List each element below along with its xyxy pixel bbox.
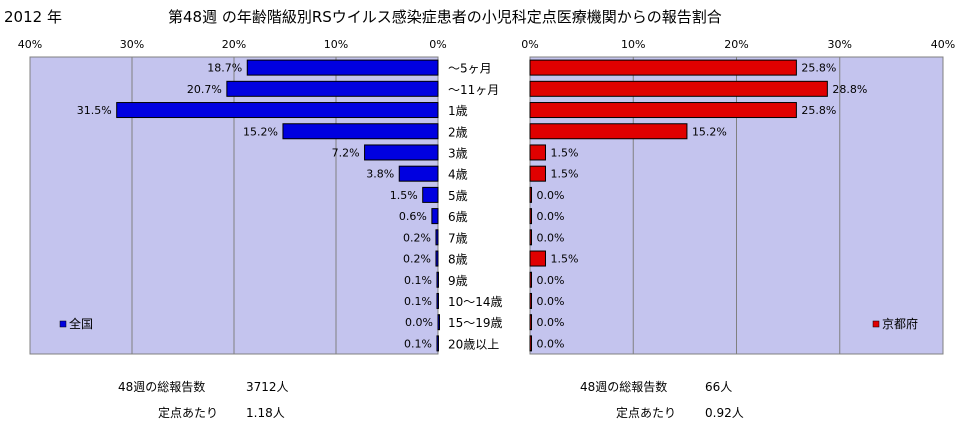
right-bar	[529, 186, 532, 203]
year-label: 2012 年	[4, 8, 62, 26]
left-bar-value-label: 0.1%	[404, 295, 432, 308]
right-bar-value-label: 0.0%	[537, 210, 565, 223]
left-bar	[436, 335, 439, 352]
right-legend-swatch	[872, 320, 880, 328]
left-bar	[364, 144, 439, 161]
category-label: 10～14歳	[448, 295, 503, 309]
right-bar	[529, 250, 546, 267]
left-bar	[436, 292, 439, 309]
right-bar	[529, 102, 797, 119]
left-bar	[282, 123, 439, 140]
right-bar-value-label: 0.0%	[537, 295, 565, 308]
category-label: 9歳	[448, 274, 468, 288]
left-bar-value-label: 0.1%	[404, 337, 432, 350]
right-bar-value-label: 0.0%	[537, 189, 565, 202]
right-bar	[529, 59, 797, 76]
kyoto-per-value: 0.92人	[705, 406, 744, 420]
left-bar	[116, 102, 439, 119]
category-label: 7歳	[448, 231, 468, 245]
left-bar	[226, 80, 439, 97]
left-bar-value-label: 0.6%	[399, 210, 427, 223]
right-tick-label: 30%	[828, 38, 852, 51]
left-bar-value-label: 31.5%	[77, 104, 112, 117]
right-bar-value-label: 1.5%	[550, 168, 578, 181]
right-tick-label: 10%	[621, 38, 645, 51]
right-bar-value-label: 0.0%	[537, 337, 565, 350]
right-tick-label: 40%	[931, 38, 955, 51]
right-bar-value-label: 25.8%	[801, 62, 836, 75]
left-bar	[431, 208, 439, 225]
right-bar	[529, 144, 546, 161]
category-label: 3歳	[448, 146, 468, 160]
left-bar	[246, 59, 439, 76]
category-label: 20歳以上	[448, 337, 499, 351]
right-bar-value-label: 0.0%	[537, 316, 565, 329]
right-bar-value-label: 28.8%	[832, 83, 867, 96]
kyoto-total-label: 48週の総報告数	[580, 380, 668, 394]
right-tick-label: 0%	[521, 38, 538, 51]
right-legend-label: 京都府	[882, 316, 918, 331]
left-bar-value-label: 18.7%	[207, 62, 242, 75]
right-bar	[529, 165, 546, 182]
left-tick-label: 10%	[324, 38, 348, 51]
left-legend-swatch	[59, 320, 67, 328]
category-label: 6歳	[448, 210, 468, 224]
left-bar-value-label: 20.7%	[187, 83, 222, 96]
left-bar	[435, 229, 439, 246]
national-per-value: 1.18人	[246, 406, 285, 420]
left-bar	[437, 314, 440, 331]
category-label: ～11ヶ月	[448, 83, 499, 97]
right-bar-value-label: 25.8%	[801, 104, 836, 117]
national-total-label: 48週の総報告数	[118, 380, 206, 394]
left-bar-value-label: 0.2%	[403, 231, 431, 244]
left-tick-label: 40%	[18, 38, 42, 51]
right-bar-value-label: 1.5%	[550, 253, 578, 266]
left-bar-value-label: 3.8%	[366, 168, 394, 181]
category-label: 5歳	[448, 189, 468, 203]
kyoto-total-value: 66人	[705, 380, 733, 394]
left-bar	[422, 186, 439, 203]
category-label: 8歳	[448, 253, 468, 267]
right-bar	[529, 271, 532, 288]
left-bar-value-label: 0.2%	[403, 253, 431, 266]
right-bar	[529, 335, 532, 352]
left-bar-value-label: 0.1%	[404, 274, 432, 287]
left-tick-label: 20%	[222, 38, 246, 51]
left-bar	[398, 165, 439, 182]
national-per-label: 定点あたり	[158, 406, 219, 420]
left-bar-value-label: 1.5%	[390, 189, 418, 202]
left-bar	[435, 250, 439, 267]
right-bar	[529, 208, 532, 225]
category-label: 1歳	[448, 104, 468, 118]
kyoto-per-label: 定点あたり	[616, 406, 677, 420]
right-bar	[529, 229, 532, 246]
category-label: 15～19歳	[448, 316, 503, 330]
chart-title: 第48週 の年齢階級別RSウイルス感染症患者の小児科定点医療機関からの報告割合	[168, 8, 722, 26]
right-bar	[529, 80, 828, 97]
category-label: 4歳	[448, 168, 468, 182]
right-bar-value-label: 15.2%	[692, 125, 727, 138]
right-bar-value-label: 1.5%	[550, 146, 578, 159]
left-legend-label: 全国	[69, 316, 93, 331]
left-bar-value-label: 7.2%	[332, 146, 360, 159]
category-label: ～5ヶ月	[448, 62, 492, 76]
left-bar	[436, 271, 439, 288]
left-tick-label: 0%	[429, 38, 446, 51]
category-label: 2歳	[448, 125, 468, 139]
left-tick-label: 30%	[120, 38, 144, 51]
right-tick-label: 20%	[724, 38, 748, 51]
right-bar-value-label: 0.0%	[537, 231, 565, 244]
right-bar-value-label: 0.0%	[537, 274, 565, 287]
right-bar	[529, 123, 688, 140]
left-bar-value-label: 15.2%	[243, 125, 278, 138]
left-bar-value-label: 0.0%	[405, 316, 433, 329]
right-bar	[529, 292, 532, 309]
right-bar	[529, 314, 532, 331]
national-total-value: 3712人	[246, 380, 289, 394]
